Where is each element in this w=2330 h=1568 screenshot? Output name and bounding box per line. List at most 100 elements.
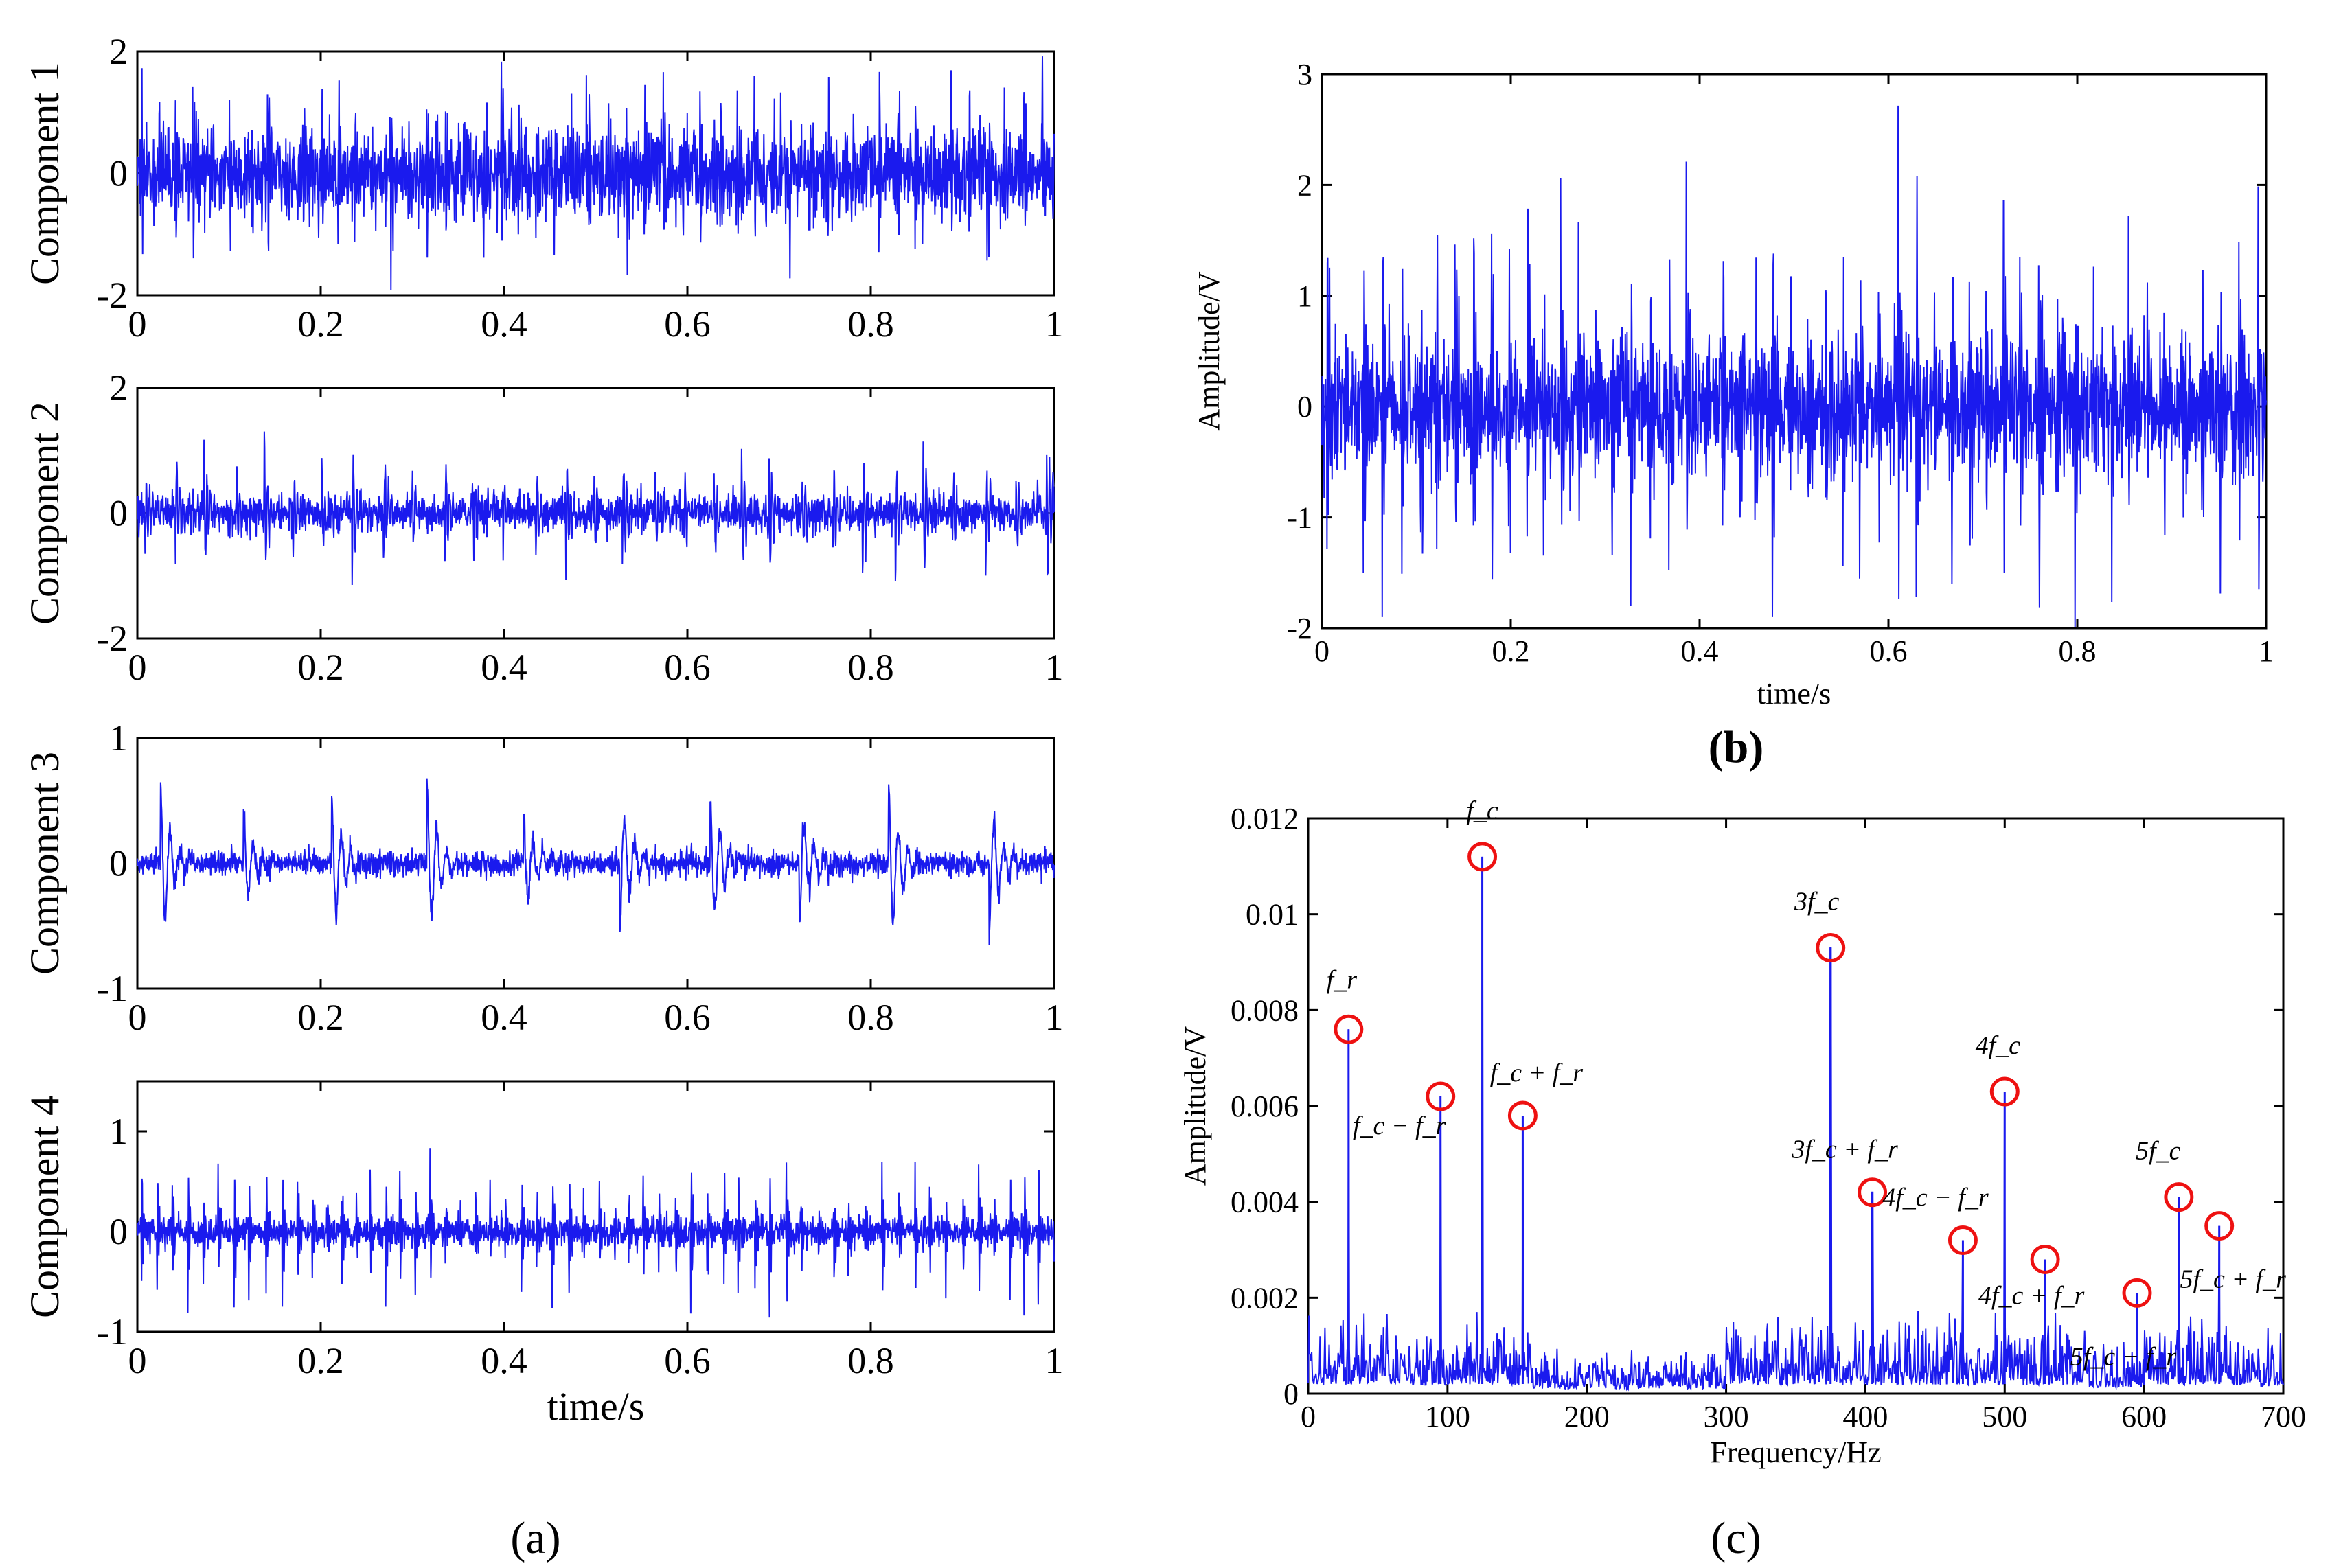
b-ytick-label: 2 — [1297, 168, 1312, 202]
a3-xtick-label: 1 — [1045, 997, 1064, 1038]
c-xtick-label: 600 — [2121, 1400, 2167, 1433]
a3-xtick-label: 0.8 — [847, 997, 894, 1038]
a1-xtick-label: 0.2 — [297, 303, 344, 345]
a2-xtick-label: 1 — [1045, 647, 1064, 688]
c-spectrum-line — [1307, 856, 2284, 1392]
a4-ytick-label: 1 — [109, 1111, 128, 1152]
a3-ytick-label: 1 — [109, 717, 128, 759]
c-xtick-label: 0 — [1301, 1400, 1316, 1433]
b-signal-line — [1321, 105, 2267, 627]
c-ytick-label: 0 — [1283, 1377, 1299, 1411]
b-ytick-label: -2 — [1287, 612, 1312, 645]
a4-signal-line — [137, 1148, 1055, 1318]
b-xtick-label: 0.6 — [1870, 634, 1908, 668]
c-peak-marker — [2122, 1278, 2152, 1308]
a2-ytick-label: 2 — [109, 367, 128, 408]
a3-signal-line — [137, 778, 1055, 945]
c-peak-marker — [1858, 1177, 1888, 1208]
a1-xtick-label: 0.6 — [664, 303, 711, 345]
a2-xtick-label: 0.6 — [664, 647, 711, 688]
b-ytick-label: -1 — [1287, 501, 1312, 535]
a1-xtick-label: 0.8 — [847, 303, 894, 345]
a4-plot-frame — [136, 1080, 1055, 1333]
c-peak-marker — [1507, 1100, 1538, 1131]
c-ytick-label: 0.002 — [1231, 1281, 1299, 1315]
a1-xtick-label: 1 — [1045, 303, 1064, 345]
c-xtick-label: 500 — [1982, 1400, 2027, 1433]
a2-signal-line — [137, 431, 1055, 586]
b-xtick-label: 0.8 — [2059, 634, 2097, 668]
c-peak-label: f_c − f_r — [1353, 1111, 1446, 1140]
b-xtick-label: 1 — [2259, 634, 2274, 668]
a1-signal-line — [137, 56, 1055, 290]
chart-b: 0 0.2 0.4 0.6 0.8 1 -2 -1 0 1 2 3 Amplitude/V time/s — [1192, 58, 2274, 711]
a3-xtick-label: 0.6 — [664, 997, 711, 1038]
c-ylabel: Amplitude/V — [1178, 1026, 1212, 1186]
c-xtick-label: 300 — [1704, 1400, 1749, 1433]
a3-xtick-label: 0.2 — [297, 997, 344, 1038]
c-peak-marker — [1467, 842, 1498, 872]
c-peak-label: f_c + f_r — [1490, 1059, 1584, 1087]
c-peak-marker — [1334, 1014, 1364, 1044]
c-peak-marker — [2204, 1211, 2235, 1241]
a1-ytick-label: 0 — [109, 153, 128, 194]
b-ylabel: Amplitude/V — [1192, 271, 1226, 430]
a4-xlabel: time/s — [547, 1384, 645, 1429]
a2-xtick-label: 0.2 — [297, 647, 344, 688]
a2-ytick-label: -2 — [97, 618, 128, 659]
c-peak-label: 5f_c — [2136, 1137, 2181, 1166]
b-plot-frame — [1321, 73, 2268, 630]
c-peak-label: 5f_c + f_r — [2180, 1265, 2286, 1294]
b-ytick-label: 3 — [1297, 58, 1312, 91]
c-ytick-label: 0.012 — [1231, 802, 1299, 835]
b-xtick-label: 0 — [1314, 634, 1329, 668]
c-peak-label: 4f_c − f_r — [1882, 1184, 1989, 1212]
a4-xtick-label: 1 — [1045, 1340, 1064, 1381]
c-peak-marker — [2030, 1244, 2060, 1274]
c-peak-label: 5f_c − f_r — [2070, 1342, 2177, 1371]
a1-ylabel: Component 1 — [22, 62, 67, 285]
c-xtick-label: 400 — [1842, 1400, 1888, 1433]
a3-ytick-label: 0 — [109, 843, 128, 884]
a1-ytick-label: 2 — [109, 31, 128, 72]
c-peak-label: 4f_c + f_r — [1978, 1281, 2085, 1310]
b-xtick-label: 0.2 — [1492, 634, 1530, 668]
a2-xtick-label: 0.4 — [481, 647, 527, 688]
a4-xtick-label: 0.2 — [297, 1340, 344, 1381]
c-xlabel: Frequency/Hz — [1710, 1436, 1881, 1469]
a3-ytick-label: -1 — [97, 968, 128, 1009]
c-ytick-label: 0.01 — [1246, 898, 1299, 932]
a4-ylabel: Component 4 — [22, 1095, 67, 1318]
panel-b-label: (b) — [1709, 722, 1764, 772]
c-peak-label: f_r — [1327, 965, 1358, 994]
a2-ylabel: Component 2 — [22, 402, 67, 625]
c-peak-label: 3f_c — [1794, 888, 1840, 916]
a3-xtick-label: 0 — [128, 997, 147, 1038]
c-peak-marker — [1989, 1076, 2020, 1107]
c-ytick-label: 0.006 — [1231, 1089, 1299, 1123]
a3-ylabel: Component 3 — [22, 752, 67, 975]
c-peak-label: 3f_c + f_r — [1791, 1135, 1898, 1164]
a2-ytick-label: 0 — [109, 493, 128, 534]
b-xlabel: time/s — [1757, 677, 1831, 711]
b-ytick-label: 1 — [1297, 279, 1312, 313]
a2-xtick-label: 0.8 — [847, 647, 894, 688]
c-xtick-label: 200 — [1564, 1400, 1610, 1433]
c-peak-label: 4f_c — [1976, 1031, 2021, 1060]
a1-ytick-label: -2 — [97, 275, 128, 316]
a4-xtick-label: 0 — [128, 1340, 147, 1381]
c-peak-label: f_c — [1466, 796, 1498, 825]
a4-ytick-label: 0 — [109, 1211, 128, 1252]
a4-ytick-label: -1 — [97, 1311, 128, 1352]
c-ytick-label: 0.004 — [1231, 1186, 1299, 1219]
a3-xtick-label: 0.4 — [481, 997, 527, 1038]
a1-xtick-label: 0 — [128, 303, 147, 345]
c-peak-marker — [1948, 1225, 1978, 1256]
a2-xtick-label: 0 — [128, 647, 147, 688]
a4-xtick-label: 0.8 — [847, 1340, 894, 1381]
